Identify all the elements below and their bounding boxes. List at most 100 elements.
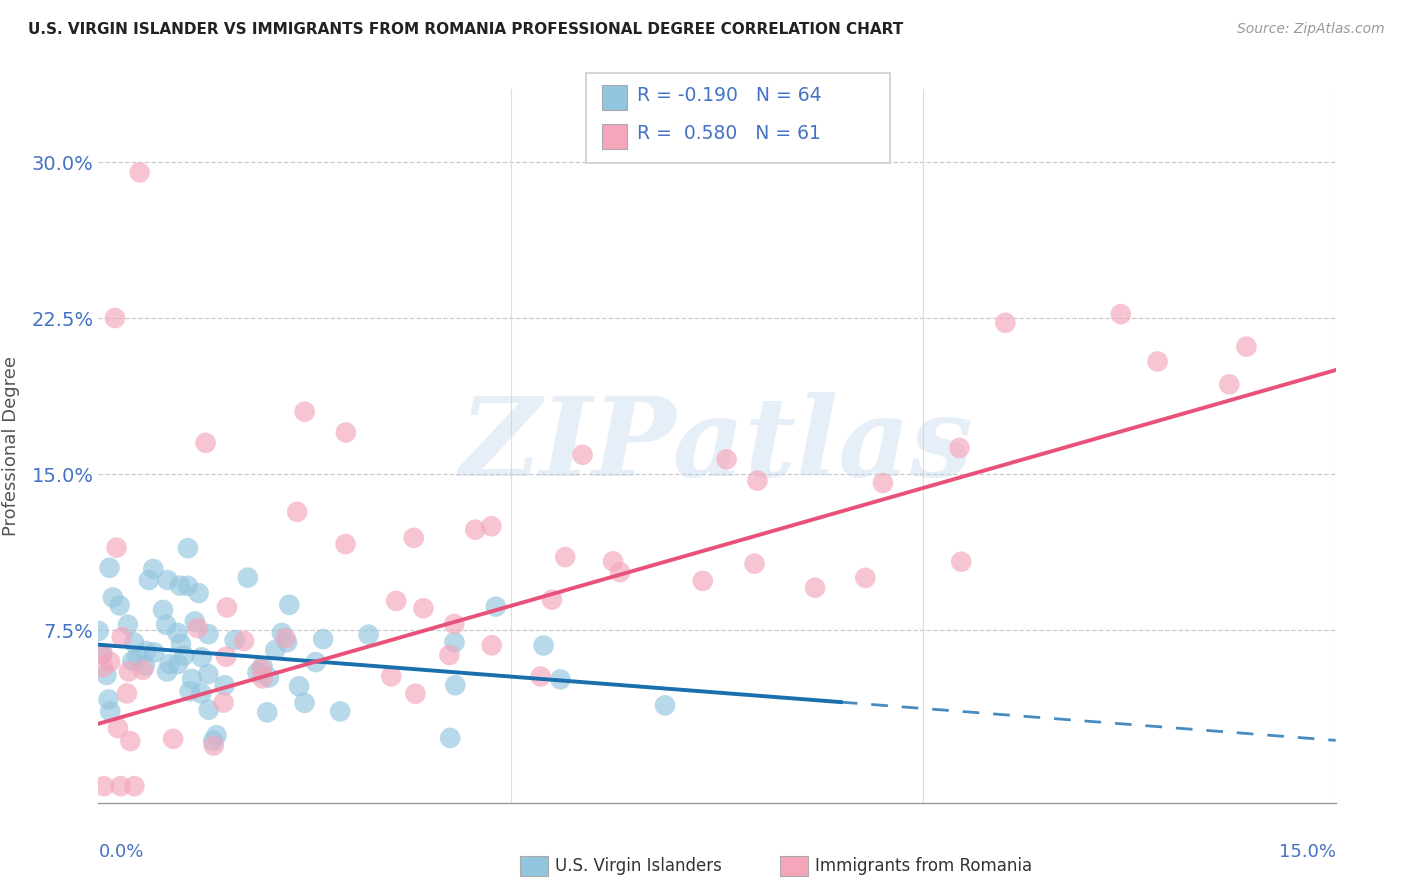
Point [285,505,308,519]
Text: Immigrants from Romania: Immigrants from Romania [815,857,1032,875]
Point [91,646,114,660]
Point [215,649,238,664]
Point [132,663,155,677]
Point [142,562,165,576]
Point [124,779,146,793]
Point [205,728,228,742]
Point [804,581,827,595]
Point [127,649,149,664]
Point [214,678,236,692]
Point [443,617,465,632]
Point [250,662,273,676]
Point [692,574,714,588]
Point [93,779,115,793]
Point [135,644,157,658]
Point [128,165,150,179]
Point [256,706,278,720]
Point [184,615,207,629]
Point [464,523,486,537]
Point [91,648,114,662]
Point [357,627,380,641]
Point [202,739,225,753]
Point [602,554,624,568]
Point [202,734,225,748]
Point [246,665,269,680]
Point [122,635,145,649]
Point [143,645,166,659]
Point [550,673,572,687]
Point [91,660,114,674]
Point [98,655,121,669]
Point [120,734,142,748]
Point [744,557,766,571]
Text: R = -0.190   N = 64: R = -0.190 N = 64 [637,86,821,105]
Text: ZIPatlas: ZIPatlas [460,392,974,500]
Point [485,599,508,614]
Point [329,705,352,719]
Point [948,441,970,455]
Text: U.S. Virgin Islanders: U.S. Virgin Islanders [555,857,723,875]
Point [1146,354,1168,368]
Point [305,655,328,669]
Point [138,573,160,587]
Point [1386,343,1406,358]
Point [252,659,274,673]
Point [110,779,132,793]
Point [270,626,292,640]
Point [439,731,461,745]
Point [177,579,200,593]
Point [115,686,138,700]
Point [402,531,425,545]
Point [117,617,139,632]
Point [541,592,564,607]
Point [156,573,179,587]
Point [190,650,212,665]
Point [166,626,188,640]
Point [134,658,156,673]
Point [104,311,127,326]
Point [197,667,219,681]
Point [187,586,209,600]
Point [98,704,121,718]
Point [101,591,124,605]
Point [654,698,676,713]
Point [215,600,238,615]
Point [121,654,143,668]
Point [994,316,1017,330]
Text: Source: ZipAtlas.com: Source: ZipAtlas.com [1237,22,1385,37]
Point [233,634,256,648]
Point [181,672,204,686]
Point [179,684,201,698]
Point [716,452,738,467]
Point [197,627,219,641]
Point [162,731,184,746]
Point [96,668,118,682]
Point [87,624,110,638]
Point [571,448,593,462]
Point [187,621,209,635]
Point [294,405,316,419]
Point [950,555,973,569]
Point [312,632,335,646]
Point [385,594,408,608]
Point [194,436,217,450]
Point [236,571,259,585]
Point [609,565,631,579]
Point [276,635,298,649]
Point [107,721,129,735]
Point [264,643,287,657]
Point [439,648,461,662]
Point [288,679,311,693]
Point [274,631,297,645]
Point [177,541,200,556]
Point [335,537,357,551]
Text: R =  0.580   N = 61: R = 0.580 N = 61 [637,124,821,144]
Point [159,657,181,671]
Point [443,635,465,649]
Point [481,638,503,652]
Point [169,579,191,593]
Point [554,550,576,565]
Point [167,657,190,671]
Point [173,648,195,663]
Point [278,598,301,612]
